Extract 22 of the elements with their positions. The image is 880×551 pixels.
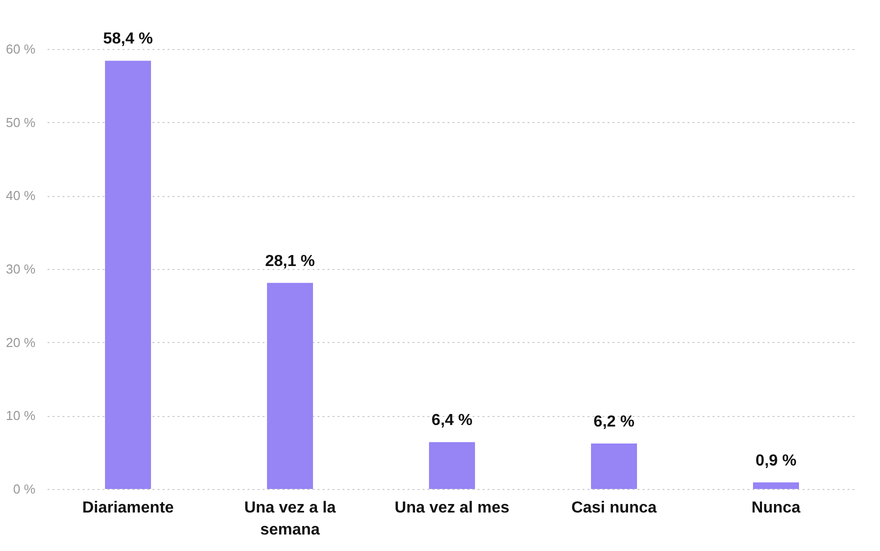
- bar: [753, 482, 799, 489]
- y-tick-label: 60 %: [6, 42, 36, 56]
- y-tick-label: 20 %: [6, 334, 36, 350]
- bar: [591, 444, 637, 489]
- bar: [429, 442, 475, 489]
- bar: [267, 282, 313, 489]
- y-tick-label: 30 %: [6, 262, 36, 276]
- y-tick-label: 0 %: [13, 482, 36, 496]
- y-tick-label: 10 %: [6, 408, 36, 424]
- data-label: 6,2 %: [594, 414, 634, 431]
- x-tick-label: Nunca: [752, 500, 801, 516]
- bar: [105, 60, 151, 489]
- y-tick-label: 40 %: [6, 188, 36, 204]
- data-label: 6,4 %: [432, 412, 472, 430]
- data-label: 28,1 %: [265, 252, 315, 270]
- y-tick-label: 50 %: [6, 114, 36, 130]
- x-tick-label: Diariamente: [82, 500, 174, 516]
- x-tick-label: Casi nunca: [571, 500, 657, 516]
- x-tick-label: Una vez al mes: [394, 500, 510, 516]
- x-tick-label: Una vez a la semana: [244, 500, 336, 538]
- data-label: 0,9 %: [756, 452, 796, 470]
- data-label: 58,4 %: [103, 30, 153, 48]
